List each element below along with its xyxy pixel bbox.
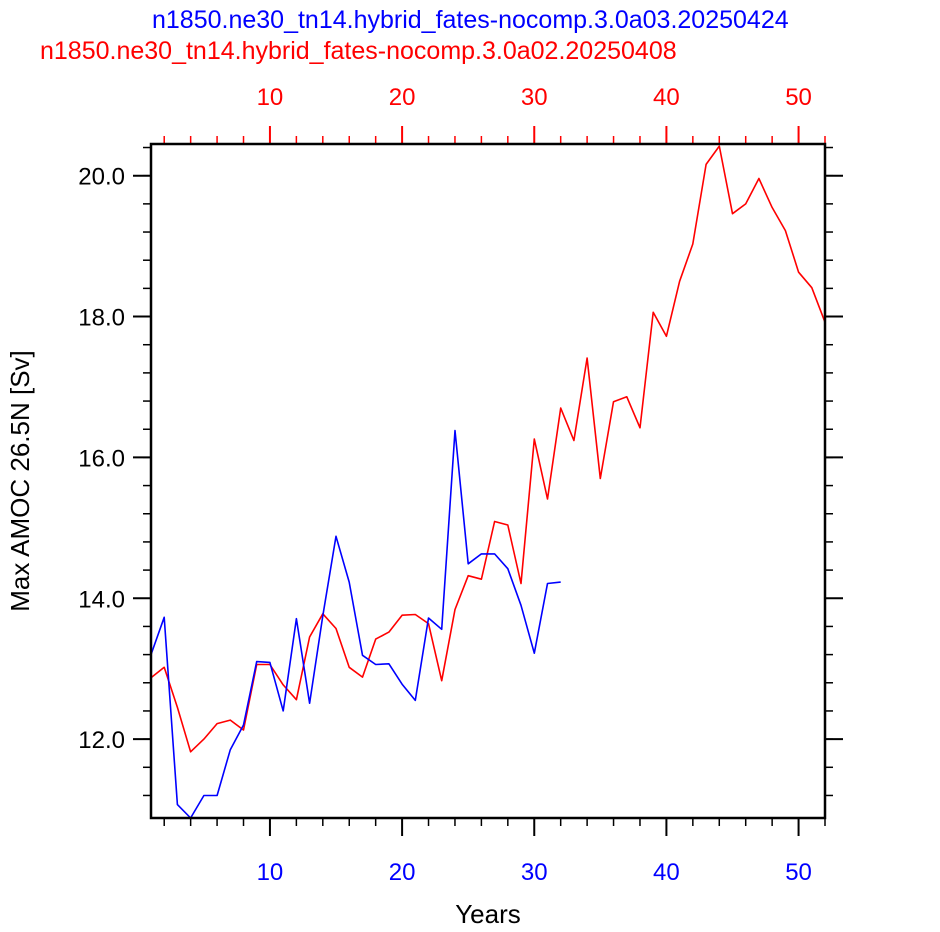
x-tick-label-top: 40 <box>653 84 680 111</box>
minor-ticks <box>143 136 833 826</box>
y-tick-label: 12.0 <box>78 727 125 754</box>
x-axis-label: Years <box>455 899 521 929</box>
x-tick-label-bottom: 30 <box>521 859 548 886</box>
y-tick-label: 20.0 <box>78 164 125 191</box>
blue-series-line <box>150 429 561 819</box>
red-series-line <box>150 145 826 753</box>
y-axis-label: Max AMOC 26.5N [Sv] <box>5 350 35 612</box>
x-tick-label-top: 20 <box>389 84 416 111</box>
x-tick-label-top: 30 <box>521 84 548 111</box>
x-tick-label-bottom: 10 <box>257 859 284 886</box>
chart-title-red-series: n1850.ne30_tn14.hybrid_fates-nocomp.3.0a… <box>40 37 677 65</box>
plot-frame <box>149 142 827 820</box>
x-tick-label-bottom: 50 <box>785 859 812 886</box>
tick-labels: 12.0 14.0 16.0 18.0 20.0 10 20 30 40 50 10 20 30 40 50 <box>78 84 812 886</box>
x-tick-label-bottom: 20 <box>389 859 416 886</box>
series-lines <box>150 145 826 819</box>
x-tick-label-top: 50 <box>785 84 812 111</box>
y-tick-label: 16.0 <box>78 445 125 472</box>
chart-title-blue-series: n1850.ne30_tn14.hybrid_fates-nocomp.3.0a… <box>152 6 789 34</box>
x-tick-label-bottom: 40 <box>653 859 680 886</box>
y-tick-label: 18.0 <box>78 305 125 332</box>
major-ticks <box>133 126 843 836</box>
y-tick-label: 14.0 <box>78 586 125 613</box>
x-tick-label-top: 10 <box>257 84 284 111</box>
